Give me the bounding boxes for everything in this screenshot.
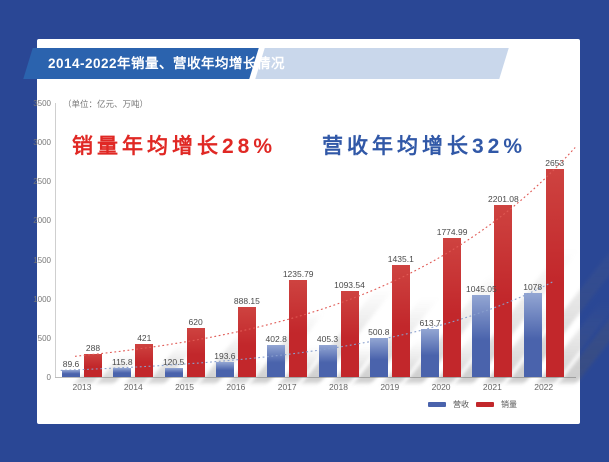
bar-营收-2019 xyxy=(369,337,388,377)
bar-销量-2017 xyxy=(289,280,308,377)
y-axis-tick-label: 500 xyxy=(37,333,51,343)
bar-value-label: 1078 xyxy=(523,281,543,292)
bar-销量-2020 xyxy=(443,238,462,377)
y-axis-tick-label: 3000 xyxy=(33,138,51,148)
bar-营收-2021 xyxy=(472,295,491,377)
bar-value-label: 620 xyxy=(188,317,203,328)
bar-value-label: 2201.08 xyxy=(488,193,519,204)
y-axis xyxy=(55,103,56,377)
revenue-legend-swatch xyxy=(428,402,446,407)
bar-销量-2022 xyxy=(545,169,564,377)
y-axis-tick-label: 0 xyxy=(46,373,51,382)
bar-value-label: 421 xyxy=(137,333,152,344)
y-axis-tick-label: 3500 xyxy=(33,99,51,108)
x-axis-year-label: 2020 xyxy=(431,382,451,392)
y-axis-tick-label: 2000 xyxy=(33,216,51,226)
page-title: 2014-2022年销量、营收年均增长情况 xyxy=(48,56,286,71)
x-axis-year-label: 2019 xyxy=(380,382,400,392)
bar-营收-2018 xyxy=(318,345,337,377)
x-axis-year-label: 2021 xyxy=(482,382,502,392)
bar-营收-2022 xyxy=(523,292,542,377)
revenue-legend-label: 营收 xyxy=(453,400,469,409)
y-axis-tick-label: 1000 xyxy=(33,294,51,304)
x-axis-year-label: 2016 xyxy=(226,382,246,392)
revenue-growth-slogan: 营收年均增长32% xyxy=(322,135,527,158)
sales-legend-swatch xyxy=(476,402,494,407)
bar-营收-2013 xyxy=(62,369,80,377)
unit-label: （单位：亿元、万吨） xyxy=(63,99,149,109)
sales-growth-slogan: 销量年均增长28% xyxy=(72,135,277,158)
x-axis-year-label: 2014 xyxy=(123,382,143,392)
bar-value-label: 888.15 xyxy=(233,296,260,307)
bar-value-label: 1235.79 xyxy=(282,269,314,280)
bar-营收-2017 xyxy=(267,345,286,377)
x-axis-year-label: 2013 xyxy=(72,382,92,392)
bar-value-label: 500.8 xyxy=(368,326,390,337)
bar-value-label: 193.6 xyxy=(214,350,236,361)
title-ribbon-decor xyxy=(255,48,509,79)
x-axis-year-label: 2018 xyxy=(329,382,348,392)
x-axis xyxy=(55,377,576,378)
title-ribbon: 2014-2022年销量、营收年均增长情况 xyxy=(28,48,286,79)
y-axis-tick-label: 2500 xyxy=(33,177,51,187)
x-axis-year-label: 2022 xyxy=(534,382,554,392)
chart-legend: 营收 销量 xyxy=(428,399,517,410)
bar-营收-2015 xyxy=(164,367,183,377)
sales-legend-label: 销量 xyxy=(501,400,517,409)
bar-value-label: 1435.1 xyxy=(387,253,414,264)
bar-value-label: 1774.99 xyxy=(436,227,468,238)
x-axis-year-label: 2015 xyxy=(175,382,195,392)
bar-value-label: 288 xyxy=(85,343,101,354)
bar-营收-2016 xyxy=(215,361,234,377)
bar-value-label: 613.7 xyxy=(419,317,441,328)
bar-营收-2014 xyxy=(113,367,132,377)
y-axis-tick-label: 1500 xyxy=(33,255,51,265)
bar-营收-2020 xyxy=(421,328,440,377)
x-axis-year-label: 2017 xyxy=(277,382,297,392)
bar-value-label: 2653 xyxy=(545,158,565,169)
bar-value-label: 1093.54 xyxy=(334,280,365,291)
